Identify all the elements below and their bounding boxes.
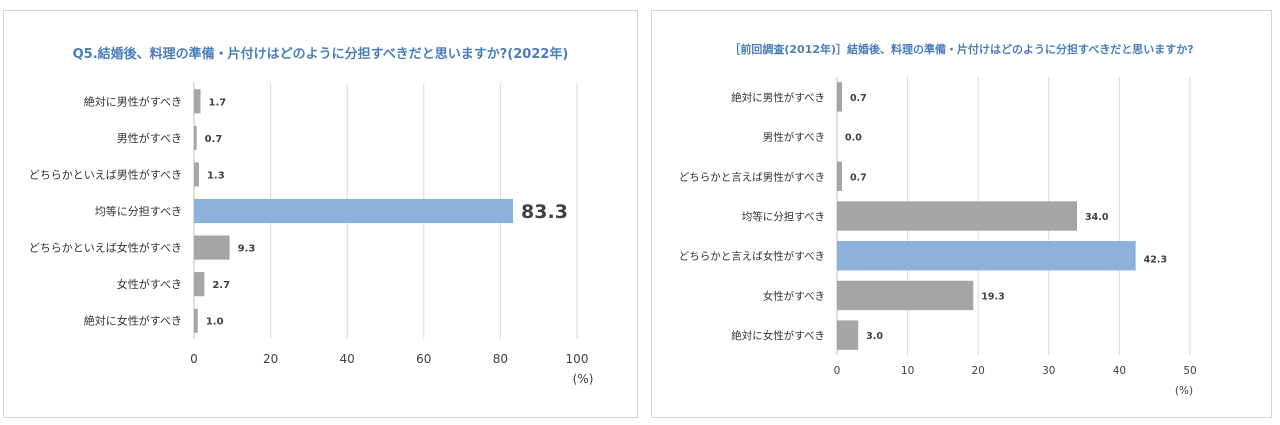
data-label: 1.7	[209, 97, 227, 108]
category-label: 絶対に男性がすべき	[731, 91, 825, 104]
bar	[837, 280, 974, 311]
category-label: 絶対に男性がすべき	[84, 94, 182, 108]
category-label: どちらかといえば男性がすべき	[29, 167, 182, 181]
category-label: 男性がすべき	[763, 131, 825, 144]
x-tick-label: 60	[416, 352, 431, 366]
category-label: どちらかと言えば女性がすべき	[679, 250, 825, 263]
bar-chart-2022: 絶対に男性がすべき 1.7 男性がすべき 0.7 どちらかといえば男性がすべき 1.3 均等…	[29, 83, 594, 386]
data-label: 1.3	[207, 170, 225, 181]
category-label: 絶対に女性がすべき	[731, 329, 825, 342]
data-label: 42.3	[1144, 255, 1167, 266]
bar	[194, 272, 205, 297]
bar-chart-2012: 絶対に男性がすべき 0.7 男性がすべき 0.0 どちらかと言えば男性がすべき 0.7 均等…	[679, 77, 1197, 397]
category-label: 均等に分担すべき	[95, 204, 182, 218]
x-tick-label: 10	[901, 365, 914, 377]
data-label: 83.3	[521, 201, 568, 223]
x-tick-label: 100	[566, 352, 589, 366]
category-label: 女性がすべき	[117, 277, 182, 291]
highlight-bar	[837, 241, 1136, 271]
data-label: 2.7	[212, 280, 230, 291]
data-label: 0.0	[845, 133, 862, 144]
bar	[837, 82, 842, 112]
data-label: 0.7	[850, 172, 867, 183]
x-tick-label: 30	[1042, 365, 1055, 377]
category-label: 男性がすべき	[117, 131, 182, 145]
bar	[194, 235, 230, 260]
category-label: 女性がすべき	[763, 289, 825, 302]
x-axis-unit-label: (%)	[1175, 385, 1193, 397]
chart-panel-2022: Q5.結婚後、料理の準備・片付けはどのように分担すべきだと思いますか?(2022…	[3, 10, 638, 418]
x-tick-label: 40	[340, 352, 355, 366]
x-tick-label: 0	[190, 352, 198, 366]
category-label: 絶対に女性がすべき	[84, 314, 182, 328]
x-axis-unit-label: (%)	[573, 372, 594, 386]
chart-panel-2012: ［前回調査(2012年)］結婚後、料理の準備・片付けはどのように分担すべきだと思…	[651, 10, 1272, 418]
bar	[194, 125, 197, 150]
chart-title: Q5.結婚後、料理の準備・片付けはどのように分担すべきだと思いますか?(2022…	[72, 47, 569, 62]
data-label: 0.7	[850, 93, 867, 104]
x-tick-label: 20	[263, 352, 278, 366]
data-label: 34.0	[1085, 212, 1109, 223]
x-tick-label: 80	[493, 352, 508, 366]
data-label: 3.0	[866, 331, 883, 342]
highlight-bar	[194, 198, 514, 224]
x-tick-label: 0	[834, 365, 841, 377]
bar	[194, 308, 198, 333]
x-tick-label: 20	[972, 365, 985, 377]
category-label: どちらかと言えば男性がすべき	[679, 170, 825, 183]
bar	[837, 161, 842, 191]
data-label: 1.0	[206, 317, 224, 328]
category-label: 均等に分担すべき	[742, 210, 825, 223]
x-tick-label: 50	[1183, 365, 1196, 377]
bar	[194, 89, 201, 114]
data-label: 0.7	[205, 134, 223, 145]
data-label: 9.3	[238, 244, 256, 255]
x-tick-label: 40	[1113, 365, 1126, 377]
bar	[194, 162, 199, 187]
category-label: どちらかといえば女性がすべき	[29, 241, 182, 255]
chart-title: ［前回調査(2012年)］結婚後、料理の準備・片付けはどのように分担すべきだと思…	[729, 43, 1194, 56]
data-label: 19.3	[981, 291, 1004, 302]
bar	[837, 320, 859, 350]
bar	[837, 201, 1078, 231]
